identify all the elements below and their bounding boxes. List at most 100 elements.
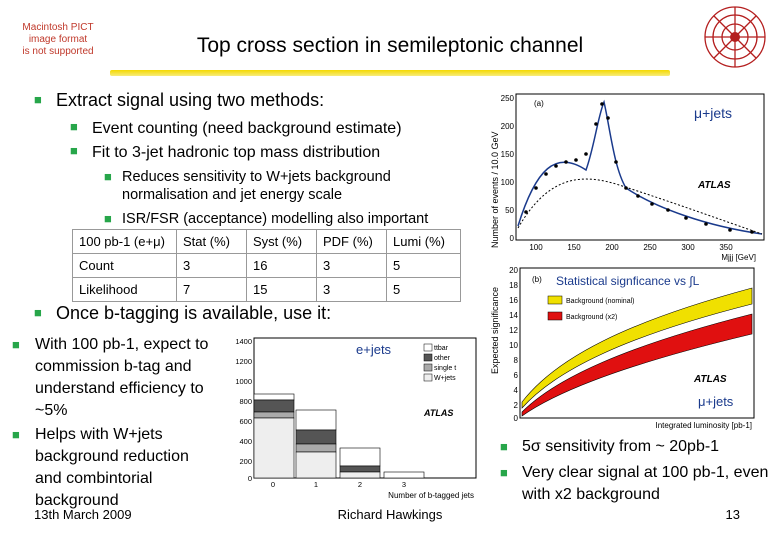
- legend-label-ttbar: ttbar: [434, 345, 449, 352]
- data-point: [584, 152, 588, 156]
- table-cell: 3: [176, 253, 247, 278]
- x-tick-label: 350: [719, 243, 733, 252]
- table-header-row: 100 pb-1 (e+μ) Stat (%) Syst (%) PDF (%)…: [72, 229, 461, 254]
- btag-plot-xlabel: Number of b-tagged jets: [388, 491, 474, 500]
- bar-wjets: [295, 451, 337, 479]
- x-tick-label: 0: [271, 480, 275, 489]
- y-tick-label: 20: [509, 266, 518, 275]
- y-tick-label: 400: [239, 437, 252, 446]
- legend-label-nominal: Background (nominal): [566, 298, 634, 305]
- bullet-methods: ■ Extract signal using two methods:: [34, 90, 324, 111]
- bullet-text: Once b-tagging is available, use it:: [56, 303, 332, 323]
- data-point: [554, 164, 558, 168]
- y-tick-label: 6: [514, 371, 519, 380]
- atlas-logo: [704, 6, 766, 68]
- table-row: Count 3 16 3 5: [72, 253, 461, 278]
- data-point: [534, 186, 538, 190]
- channel-label: μ+jets: [694, 105, 732, 121]
- bullet-square-icon: ■: [104, 169, 112, 184]
- pict-line: Macintosh PICT: [22, 22, 94, 33]
- bullet-text: 5σ sensitivity from ~ 20pb-1: [522, 438, 720, 455]
- legend-swatch-wjets: [423, 373, 433, 382]
- legend-label-wjets: W+jets: [434, 375, 456, 382]
- table-cell: 5: [386, 277, 461, 302]
- y-tick-label: 0: [248, 474, 252, 483]
- bullet-text: ISR/FSR (acceptance) modelling also impo…: [122, 211, 429, 227]
- bar-ttbar: [383, 471, 425, 479]
- data-point: [574, 158, 578, 162]
- y-tick-label: 0: [510, 234, 515, 243]
- bar-ttbar: [253, 393, 295, 401]
- bullet-square-icon: ■: [34, 305, 42, 320]
- bullet-btag: ■ Once b-tagging is available, use it:: [34, 303, 331, 324]
- pict-line: image format: [28, 34, 88, 45]
- bar-other: [339, 465, 381, 473]
- atlas-label: ATLAS: [693, 374, 727, 385]
- bullet-fit: ■ Fit to 3-jet hadronic top mass distribu…: [70, 143, 380, 162]
- y-tick-label: 2: [514, 401, 519, 410]
- data-point: [594, 122, 598, 126]
- bar-other: [253, 399, 295, 413]
- y-tick-label: 0: [514, 414, 519, 423]
- bar-single-top: [295, 443, 337, 453]
- bullet-square-icon: ■: [500, 465, 508, 480]
- bullet-text: Helps with W+jets background reduction a…: [35, 426, 189, 509]
- table-cell: PDF (%): [316, 229, 387, 254]
- table-cell: 100 pb-1 (e+μ): [72, 229, 177, 254]
- pict-placeholder: Macintosh PICT image format is not suppo…: [18, 22, 98, 58]
- mass-plot-frame: [515, 93, 765, 241]
- table-cell: 7: [176, 277, 247, 302]
- data-point: [624, 186, 628, 190]
- table-row: Likelihood 7 15 3 5: [72, 277, 461, 302]
- data-point: [650, 202, 654, 206]
- background-curve: [517, 178, 763, 235]
- y-tick-label: 250: [501, 94, 515, 103]
- bullet-text: With 100 pb-1, expect to commission b-ta…: [35, 336, 209, 419]
- y-tick-label: 8: [514, 356, 519, 365]
- sig-plot-xlabel: Integrated luminosity [pb-1]: [656, 421, 753, 430]
- mass-plot: Number of events / 10.0 GeV 250 200 150 …: [486, 88, 772, 270]
- bullet-text: Fit to 3-jet hadronic top mass distribut…: [92, 144, 381, 161]
- bullet-text: Event counting (need background estimate…: [92, 120, 402, 137]
- footer-author: Richard Hawkings: [337, 507, 443, 522]
- x-tick-label: 100: [529, 243, 543, 252]
- bullet-text: Extract signal using two methods:: [56, 90, 325, 110]
- bullet-text: Very clear signal at 100 pb-1, even with…: [522, 464, 769, 503]
- x-tick-label: 200: [605, 243, 619, 252]
- y-tick-label: 14: [509, 311, 518, 320]
- table-cell: 3: [316, 253, 387, 278]
- table-cell: 16: [246, 253, 317, 278]
- bar-wjets: [339, 471, 381, 479]
- y-tick-label: 100: [501, 178, 515, 187]
- table-cell: Count: [72, 253, 177, 278]
- x-tick-label: 250: [643, 243, 657, 252]
- bullet-square-icon: ■: [500, 439, 508, 454]
- y-tick-label: 1200: [235, 357, 252, 366]
- table-cell: 15: [246, 277, 317, 302]
- data-point: [684, 216, 688, 220]
- data-point: [606, 116, 610, 120]
- bullet-wjets: ■ Helps with W+jets background reduction…: [12, 424, 217, 512]
- bullet-clear-signal: ■ Very clear signal at 100 pb-1, even wi…: [500, 462, 770, 506]
- data-point: [728, 228, 732, 232]
- mass-plot-xlabel: Mjjj [GeV]: [721, 253, 756, 262]
- table-cell: 5: [386, 253, 461, 278]
- sig-plot-ylabel: Expected significance: [490, 287, 500, 374]
- y-tick-label: 4: [514, 386, 519, 395]
- y-tick-label: 10: [509, 341, 518, 350]
- legend-swatch-single-top: [423, 363, 433, 372]
- legend-swatch-other: [423, 353, 433, 362]
- data-point: [544, 172, 548, 176]
- table-cell: Stat (%): [176, 229, 247, 254]
- legend-label-single-top: single t: [434, 365, 456, 372]
- panel-label: (b): [532, 275, 542, 284]
- pict-line: is not supported: [22, 46, 94, 57]
- panel-label: (a): [534, 99, 544, 108]
- bullet-reduces: ■ Reduces sensitivity to W+jets backgrou…: [104, 168, 464, 204]
- bar-other: [295, 429, 337, 445]
- y-tick-label: 1400: [235, 337, 252, 346]
- y-tick-label: 18: [509, 281, 518, 290]
- legend-swatch-x2: [547, 311, 563, 321]
- nominal-band: [521, 287, 753, 409]
- atlas-label: ATLAS: [697, 180, 731, 191]
